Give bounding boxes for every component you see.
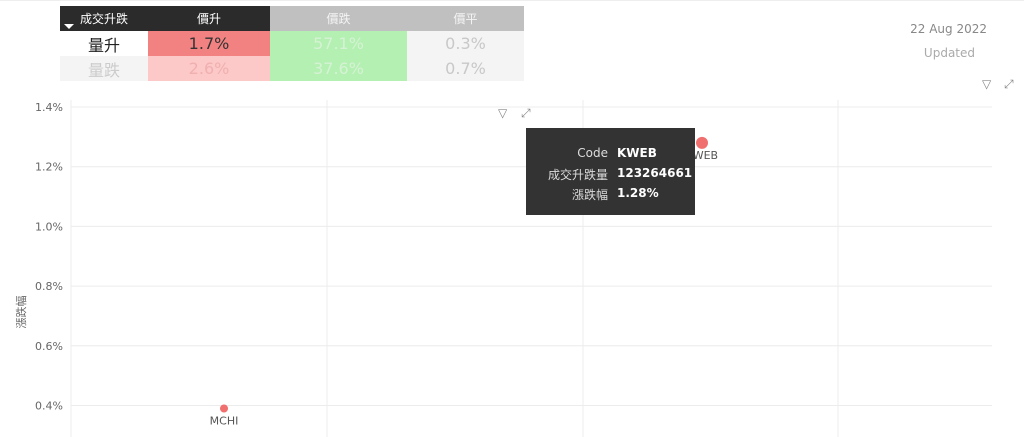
- filter-icon[interactable]: ▽: [498, 106, 508, 120]
- cell[interactable]: 57.1%: [270, 31, 407, 56]
- data-point: [696, 136, 708, 149]
- col-header-price-down[interactable]: 價跌: [270, 6, 407, 31]
- matrix-corner-header[interactable]: 成交升跌: [60, 6, 148, 31]
- row-header-volume-up[interactable]: 量升: [87, 35, 120, 55]
- date-label: 22 Aug 2022: [910, 22, 987, 36]
- cell[interactable]: 1.7%: [148, 31, 270, 56]
- point-label: MCHI: [210, 414, 239, 427]
- y-tick-label: 0.6%: [35, 340, 63, 353]
- tooltip-value: KWEB: [617, 146, 657, 160]
- header-label: 成交升跌: [79, 12, 128, 26]
- focus-mode-icon[interactable]: ⤢: [1004, 77, 1014, 91]
- cell[interactable]: 0.3%: [407, 31, 524, 56]
- tooltip-key: Code: [577, 146, 608, 160]
- tooltip: Code KWEB 成交升跌量 123264661 漲跌幅 1.28%: [526, 128, 695, 215]
- y-tick-label: 0.4%: [35, 400, 63, 413]
- row-header-volume-down[interactable]: 量跌: [60, 56, 148, 81]
- col-header-price-flat[interactable]: 價平: [407, 6, 524, 31]
- matrix-table: 成交升跌 價升 價跌 價平 量升 1.7% 57.1% 0.3% 量跌 2.6%…: [60, 6, 524, 81]
- y-tick-label: 1.4%: [35, 101, 63, 114]
- y-tick-label: 0.8%: [35, 280, 63, 293]
- focus-mode-icon[interactable]: ⤢: [521, 106, 531, 120]
- sort-down-icon[interactable]: [64, 24, 74, 29]
- y-axis-title: 漲跌幅: [14, 296, 28, 329]
- tooltip-key: 成交升跌量: [547, 168, 608, 182]
- cell[interactable]: 2.6%: [148, 56, 270, 81]
- tooltip-value: 123264661: [617, 166, 693, 180]
- tooltip-value: 1.28%: [617, 186, 659, 200]
- updated-label: Updated: [923, 46, 975, 60]
- top-divider: [0, 0, 1024, 1]
- col-header-price-up[interactable]: 價升: [148, 6, 270, 31]
- cell[interactable]: 0.7%: [407, 56, 524, 81]
- tooltip-key: 漲跌幅: [571, 188, 608, 202]
- data-point: [220, 404, 228, 413]
- y-tick-label: 1.0%: [35, 220, 63, 233]
- y-tick-label: 1.2%: [35, 161, 63, 174]
- filter-icon[interactable]: ▽: [982, 77, 992, 91]
- cell[interactable]: 37.6%: [270, 56, 407, 81]
